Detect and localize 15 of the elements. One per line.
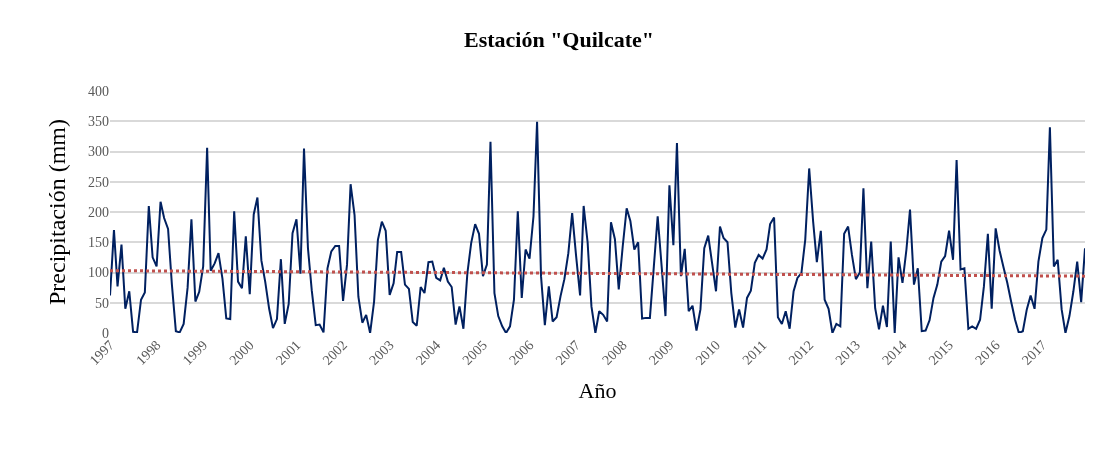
y-tick-label: 200: [88, 204, 109, 220]
line-series: [110, 120, 1085, 333]
y-tick-label: 400: [88, 83, 109, 99]
y-tick-label: 300: [88, 144, 109, 160]
x-axis-title: Año: [578, 377, 617, 403]
y-tick-label: 50: [95, 295, 109, 311]
x-tick-label: 2011: [739, 337, 770, 368]
y-tick-label: 100: [88, 265, 109, 281]
y-axis-title: Precipitación (mm): [44, 119, 71, 305]
chart-title: Estación "Quilcate": [463, 27, 655, 53]
y-tick-label: 0: [102, 325, 109, 341]
y-tick-label: 250: [88, 174, 109, 190]
y-tick-label: 150: [88, 235, 109, 251]
y-tick-label: 350: [88, 114, 109, 130]
x-tick-label: 2001: [273, 337, 304, 368]
